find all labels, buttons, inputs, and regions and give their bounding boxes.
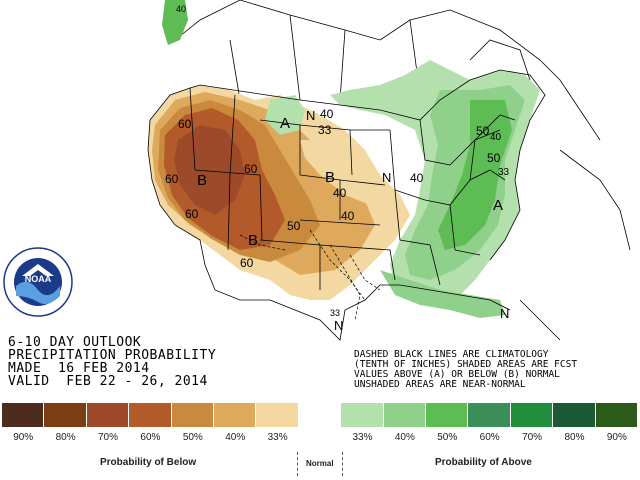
legend-label-8: 33% [352,432,373,443]
climatology-lines [239,229,381,321]
label-b-west: B [197,172,207,189]
above-pnw-region [162,0,188,45]
label-60-nw: 60 [178,117,192,131]
legend-swatch-4 [171,403,215,427]
legend-swatch-5 [214,403,257,427]
legend-label-14: 90% [606,432,627,443]
outlook-map: B B B A A N N N N 60 60 60 60 60 50 40 4… [147,0,631,341]
legend-label-7 [299,432,341,446]
legend-swatch-7 [298,403,342,427]
label-40-plains: 40 [333,186,347,200]
outlook-title-block: 6-10 DAY OUTLOOK PRECIPITATION PROBABILI… [8,336,216,388]
legend-swatch-8 [341,403,384,427]
legend-swatch-10 [426,403,469,427]
label-n-southeast: N [500,306,509,321]
noaa-logo: NOAA [2,246,74,318]
caption-probability-below: Probability of Below [100,457,197,468]
legend-label-9: 40% [394,432,415,443]
legend-label-2: 70% [98,432,119,443]
note-line-1: DASHED BLACK LINES ARE CLIMATOLOGY [354,349,549,360]
above-nw-region [265,95,305,135]
label-60-mountain: 60 [244,162,258,176]
outlook-title: 6-10 DAY OUTLOOK [8,335,142,350]
label-40-north: 40 [320,107,334,121]
label-33-texas: 33 [330,308,340,318]
legend-label-11: 60% [479,432,500,443]
legend-separator-left [297,452,298,476]
legend-label-6: 33% [267,432,288,443]
above-normal-shading [162,0,540,318]
legend-labels: 90% 80% 70% 60% 50% 40% 33% 33% 40% 50% 60% 70% 80% 9… [2,432,638,446]
label-60-south: 60 [240,256,254,270]
legend-swatch-11 [468,403,511,427]
legend-swatch-0 [2,403,45,427]
canada-outline [174,0,631,341]
label-40-south: 40 [341,209,355,223]
outlook-valid-date: VALID FEB 22 - 26, 2014 [8,374,208,389]
legend-label-0: 90% [13,432,34,443]
label-b-plains: B [325,169,335,186]
label-n-central: N [382,170,391,185]
label-n-texas: N [334,318,343,333]
legend-swatch-3 [129,403,172,427]
noaa-logo-text: NOAA [25,274,52,284]
above-50-region [438,100,512,250]
outlook-subtitle: PRECIPITATION PROBABILITY [8,348,217,363]
legend-label-1: 80% [55,432,76,443]
label-50-east: 50 [487,151,501,165]
note-line-3: VALUES ABOVE (A) OR BELOW (B) NORMAL [354,369,560,380]
outlook-made-date: MADE 16 FEB 2014 [8,361,150,376]
label-60-west: 60 [165,172,179,186]
legend-separator-right [342,452,343,476]
map-canvas: B B B A A N N N N 60 60 60 60 60 50 40 4… [147,0,631,341]
label-40-ne-corner: 40 [176,4,186,14]
map-annotations: B B B A A N N N N 60 60 60 60 60 50 40 4… [165,4,510,333]
label-33-east: 33 [498,167,510,178]
legend-label-3: 60% [140,432,161,443]
legend-swatch-1 [44,403,87,427]
legend-swatch-9 [383,403,427,427]
legend-label-10: 50% [437,432,458,443]
label-40-east: 40 [490,132,502,143]
legend-color-bar [2,403,639,427]
label-n-north: N [306,108,315,123]
label-40-midwest: 40 [410,171,424,185]
legend-label-4: 50% [182,432,203,443]
caption-normal: Normal [306,459,334,468]
legend-swatch-14 [595,403,639,427]
label-33-north: 33 [318,123,332,137]
legend-swatch-13 [553,403,596,427]
note-line-4: UNSHADED AREAS ARE NEAR-NORMAL [354,379,526,390]
label-a-east: A [493,197,503,214]
legend-swatch-6 [256,403,299,427]
below-70-region [174,125,245,215]
label-60-sw: 60 [185,207,199,221]
label-a-northplains: A [280,115,290,132]
legend-swatch-2 [86,403,130,427]
state-borders [147,69,546,341]
legend-note: DASHED BLACK LINES ARE CLIMATOLOGY (TENT… [354,350,640,390]
below-north-40 [300,140,385,205]
legend-label-13: 80% [564,432,585,443]
label-b-southwest: B [248,232,258,249]
legend-swatch-12 [510,403,554,427]
above-south-region [380,270,505,318]
caption-probability-above: Probability of Above [435,457,532,468]
below-normal-shading [148,85,410,300]
label-50-central: 50 [287,219,301,233]
legend-label-12: 70% [522,432,543,443]
note-line-2: (TENTH OF INCHES) SHADED AREAS ARE FCST [354,359,578,370]
legend-label-5: 40% [225,432,246,443]
label-50-northeast: 50 [476,124,490,138]
